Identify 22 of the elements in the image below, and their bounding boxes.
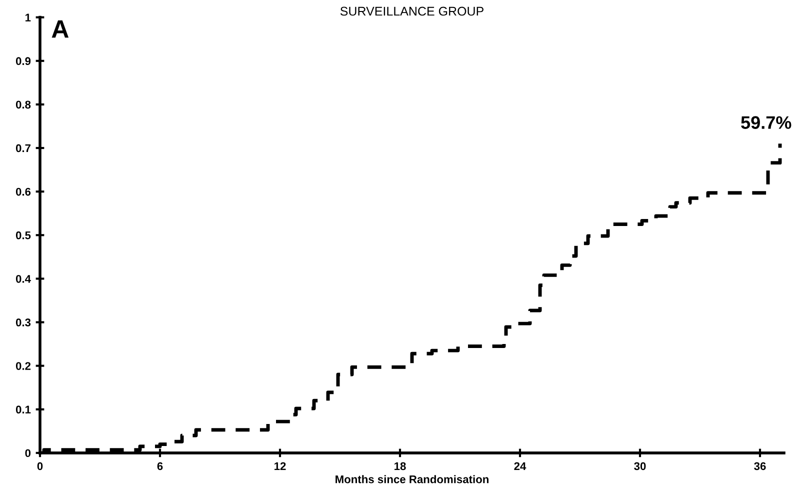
y-tick-label: 0.5 (16, 231, 31, 240)
y-tick-label: 0.3 (16, 318, 31, 326)
x-tick-label: 18 (394, 462, 406, 470)
x-tick-label: 30 (634, 462, 646, 470)
y-tick-label: 1 (25, 14, 31, 22)
y-tick-label: 0.1 (16, 406, 31, 414)
x-tick-label: 36 (754, 462, 766, 470)
y-tick-label: 0.9 (16, 57, 31, 66)
annotation: A (52, 20, 69, 38)
y-tick-label: 0.8 (16, 100, 31, 109)
y-tick-label: 0.4 (16, 274, 31, 283)
chart-title: SURVEILLANCE GROUP (340, 6, 484, 16)
x-tick-label: 0 (37, 462, 43, 470)
y-tick-label: 0 (25, 449, 31, 458)
x-axis-title: Months since Randomisation (336, 475, 488, 484)
x-tick-label: 6 (157, 462, 163, 470)
x-tick-label: 24 (514, 462, 526, 470)
y-tick-label: 0.2 (16, 362, 31, 370)
y-tick-label: 0.7 (16, 144, 30, 152)
y-tick-label: 0.6 (16, 188, 31, 196)
x-tick-label: 12 (274, 462, 286, 470)
annotation: 59.7% (741, 116, 792, 129)
